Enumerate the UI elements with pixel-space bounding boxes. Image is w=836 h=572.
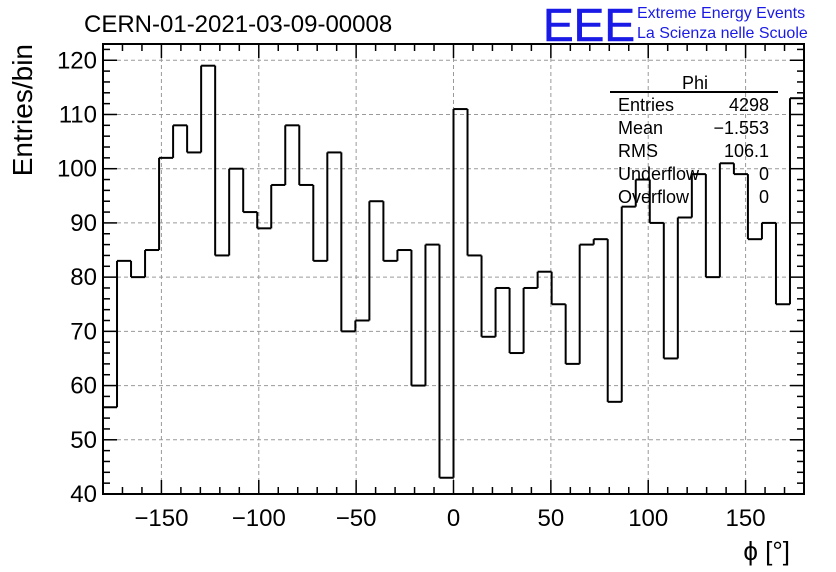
y-tick-label-7: 110 [59, 101, 97, 128]
x-tick-label-1: −100 [232, 505, 286, 532]
x-axis-label: ϕ [°] [743, 536, 790, 566]
x-tick-label-0: −150 [134, 505, 188, 532]
y-tick-labels: 40 50 60 70 80 90 100 110 120 [57, 47, 97, 508]
x-tick-label-5: 100 [628, 505, 668, 532]
y-tick-label-3: 70 [70, 318, 97, 345]
y-tick-label-5: 90 [70, 210, 97, 237]
axis-ticks [103, 44, 804, 495]
y-tick-label-6: 100 [57, 156, 97, 183]
stats-box: Phi Entries 4298 Mean −1.553 RMS 106.1 U… [610, 73, 778, 207]
y-tick-label-1: 50 [70, 427, 97, 454]
y-tick-label-4: 80 [70, 264, 97, 291]
stats-label-overflow: Overflow [618, 187, 690, 207]
eee-logo-line2: La Scienza nelle Scuole [637, 25, 808, 42]
eee-logo-line1: Extreme Energy Events [637, 5, 805, 22]
stats-value-entries: 4298 [729, 95, 769, 115]
y-tick-label-2: 60 [70, 373, 97, 400]
x-tick-label-2: −50 [336, 505, 377, 532]
chart-title: CERN-01-2021-03-09-00008 [84, 11, 392, 38]
stats-label-underflow: Underflow [618, 164, 700, 184]
x-tick-label-3: 0 [447, 505, 460, 532]
histogram-bins [102, 64, 805, 494]
y-tick-label-0: 40 [70, 481, 97, 508]
stats-title: Phi [682, 73, 708, 93]
x-tick-label-4: 50 [538, 505, 565, 532]
x-tick-labels: −150 −100 −50 0 50 100 150 [134, 505, 765, 532]
eee-logo: EEE Extreme Energy Events La Scienza nel… [543, 0, 808, 51]
y-axis-label: Entries/bin [7, 44, 38, 176]
stats-label-mean: Mean [618, 118, 663, 138]
stats-value-rms: 106.1 [724, 141, 769, 161]
y-tick-label-8: 120 [57, 47, 97, 74]
stats-value-underflow: 0 [759, 164, 769, 184]
eee-logo-mark: EEE [543, 0, 635, 51]
x-tick-label-6: 150 [726, 505, 766, 532]
stats-label-rms: RMS [618, 141, 658, 161]
stats-label-entries: Entries [618, 95, 674, 115]
stats-value-mean: −1.553 [713, 118, 769, 138]
stats-value-overflow: 0 [759, 187, 769, 207]
